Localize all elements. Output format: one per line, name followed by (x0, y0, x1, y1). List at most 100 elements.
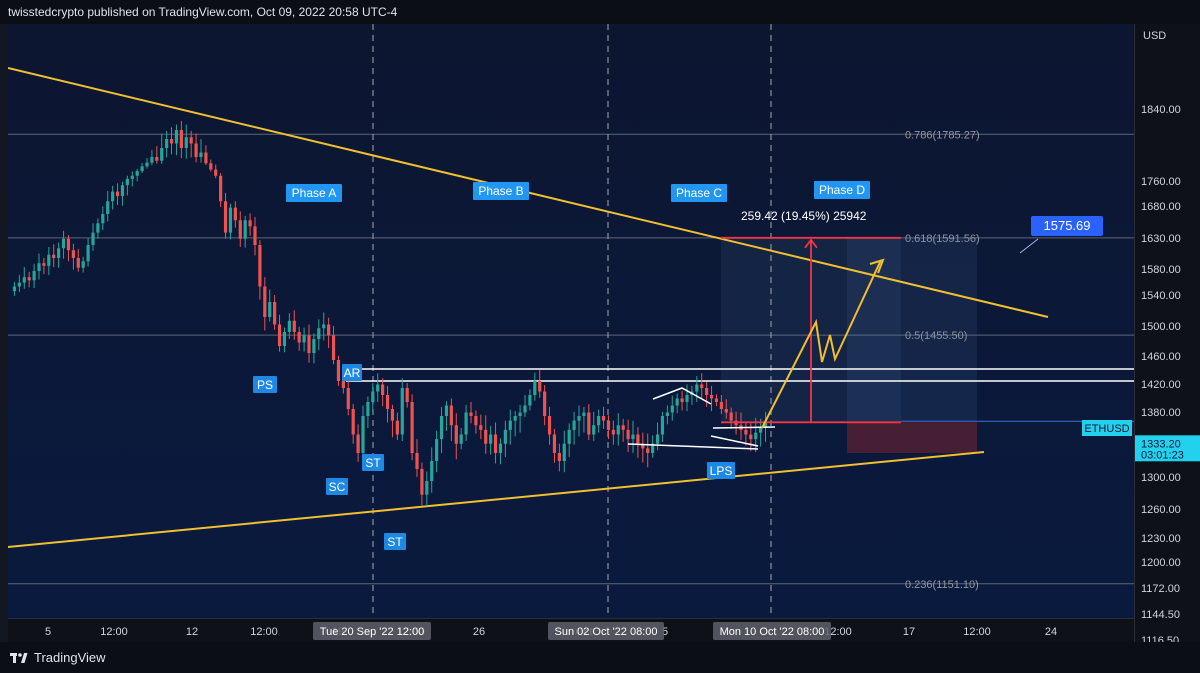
candle-body (695, 384, 699, 392)
candle-body (184, 137, 188, 148)
candle-body (587, 412, 591, 435)
candle-body (493, 434, 498, 453)
candle-body (523, 405, 527, 413)
time-tick-label: 26 (473, 626, 485, 638)
candle-body (567, 429, 571, 444)
wyckoff-label-text: LPS (710, 464, 733, 478)
candle-body (292, 320, 296, 332)
candle-body (42, 263, 46, 266)
wedge-lower-line (627, 443, 759, 450)
candle-body (47, 254, 51, 266)
candle-body (651, 443, 655, 453)
candle-body (503, 429, 507, 444)
candle-body (489, 434, 493, 444)
candle-body (361, 416, 365, 453)
candle-body (528, 395, 532, 406)
candle-body (366, 402, 370, 416)
publish-header: twisstedcrypto published on TradingView.… (0, 0, 1200, 24)
breakout-line (712, 426, 776, 429)
candle-body (479, 425, 483, 430)
candle-body (601, 416, 606, 421)
candle-body (312, 339, 316, 353)
footer-bar: TradingView (0, 642, 1200, 673)
candle-body (27, 277, 31, 281)
candle-body (744, 429, 748, 435)
candle-body (552, 434, 557, 453)
time-highlight-box (548, 622, 664, 640)
tradingview-brand-text: TradingView (34, 650, 106, 665)
time-tick-label: 24 (1045, 626, 1057, 638)
candle-body (341, 381, 345, 388)
candle-body (469, 412, 473, 416)
candle-body (547, 416, 552, 435)
candle-body (111, 191, 115, 202)
price-tick-label: 1300.00 (1141, 472, 1181, 484)
candle-body (543, 391, 547, 416)
candle-body (322, 324, 326, 329)
candle-body (356, 434, 360, 453)
tradingview-brand[interactable]: TradingView (10, 650, 106, 665)
candle-body (572, 420, 576, 430)
candle-body (700, 384, 704, 388)
candle-body (336, 360, 341, 381)
candle-body (66, 238, 71, 251)
price-tick-label: 1680.00 (1141, 201, 1181, 213)
candle-body (420, 469, 424, 495)
candle-body (474, 416, 478, 426)
candle-body (729, 412, 733, 421)
time-axis[interactable]: 512:001212:002612:001712:00241912:00Oct5… (8, 618, 1134, 643)
candle-body (96, 223, 100, 233)
candle-body (665, 412, 669, 416)
candle-body (61, 238, 66, 249)
candle-body (430, 461, 434, 481)
candle-body (636, 434, 640, 444)
candle-body (214, 169, 218, 176)
price-tick-label: 1460.00 (1141, 351, 1181, 363)
candle-body (204, 152, 208, 164)
candle-body (12, 286, 17, 292)
target-label-text: 1575.69 (1044, 218, 1091, 233)
time-tick-label: 12:00 (824, 626, 852, 638)
measure-arrow-icon (804, 238, 818, 249)
price-chart[interactable]: 0.786(1785.27) 0.618(1591.56) 0.5(1455.50)… (8, 24, 1134, 618)
candle-body (655, 434, 660, 444)
candle-body (81, 261, 85, 268)
price-axis-scale: 1840.00 1760.00 1680.00 1630.00 1580.00 1540.… (1135, 104, 1200, 642)
candle-body (376, 384, 380, 392)
candle-body (228, 207, 233, 233)
price-tick-label: 1380.00 (1141, 407, 1181, 419)
chart-pane[interactable]: 0.786(1785.27) 0.618(1591.56) 0.5(1455.50)… (8, 24, 1134, 618)
candle-body (351, 409, 355, 435)
candle-body (199, 152, 203, 157)
price-tick-label: 1172.00 (1141, 583, 1180, 595)
candle-body (273, 302, 277, 325)
candle-body (597, 416, 601, 426)
candle-body (582, 412, 586, 416)
target-pointer-line (1019, 238, 1039, 254)
candle-body (125, 178, 129, 186)
wyckoff-label-box (362, 454, 384, 471)
candle-body (258, 245, 262, 287)
candle-body (592, 425, 596, 435)
price-axis[interactable]: USD 1840.00 1760.00 1680.00 1630.00 1580.00 1… (1134, 24, 1200, 642)
candle-body (115, 191, 120, 197)
projected-path-line (761, 259, 882, 429)
candle-body (557, 453, 561, 461)
price-tick-label: 1500.00 (1141, 321, 1181, 333)
candle-body (759, 427, 763, 433)
candle-body (606, 420, 611, 430)
wyckoff-label-box (384, 533, 406, 550)
candle-body (611, 429, 615, 435)
wyckoff-label-text: ST (365, 456, 381, 470)
candle-body (282, 332, 287, 346)
wyckoff-label-text: PS (257, 378, 273, 392)
candle-body (150, 157, 154, 163)
candle-body (263, 286, 267, 317)
time-highlight-box (313, 622, 431, 640)
candle-body (140, 166, 144, 172)
candle-body (425, 481, 429, 495)
candle-body (57, 248, 61, 258)
candle-body (754, 432, 758, 440)
measure-label: 259.42 (19.45%) 25942 (741, 209, 867, 223)
candle-body (17, 282, 21, 287)
